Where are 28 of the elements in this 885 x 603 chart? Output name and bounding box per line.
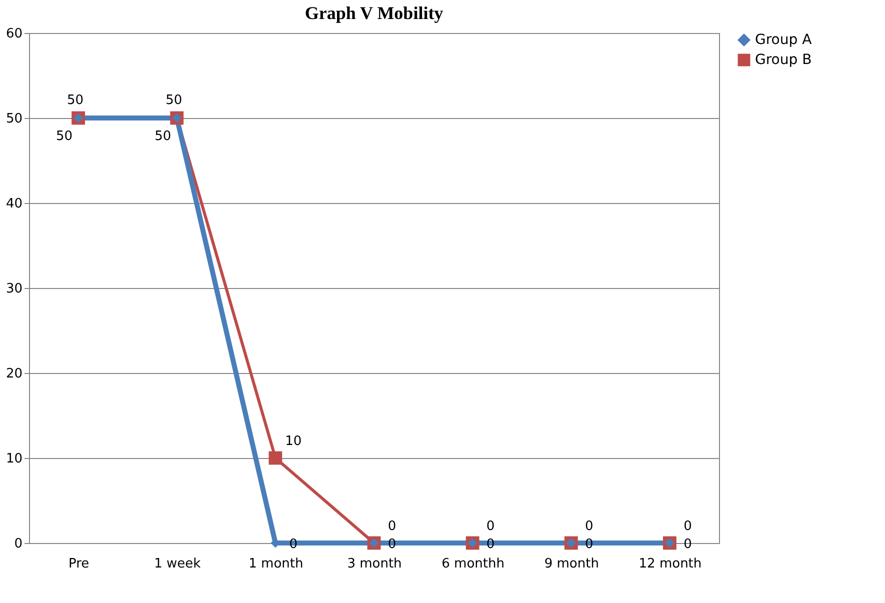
data-label: 10	[285, 434, 302, 449]
point	[268, 451, 282, 465]
data-label: 0	[684, 537, 692, 552]
x-tick-label: 1 week	[154, 556, 202, 572]
x-tick-label: 9 month	[544, 556, 599, 572]
y-tick-label: 30	[6, 282, 22, 296]
data-label: 50	[56, 129, 73, 144]
y-tick-label: 0	[14, 536, 22, 552]
y-tick-label: 60	[6, 26, 22, 42]
legend-label: Group B	[755, 52, 812, 68]
data-label: 50	[154, 129, 172, 144]
y-tick-label: 40	[6, 196, 22, 212]
data-label: 0	[585, 519, 594, 534]
y-tick-label: 50	[6, 112, 22, 126]
x-tick-label: 1 month	[248, 556, 304, 572]
x-tick-label: 3 month	[347, 556, 402, 572]
data-label: 0	[684, 519, 692, 534]
data-label: 50	[166, 93, 182, 108]
chart-title: Graph V Mobility	[304, 3, 444, 23]
x-tick-label: Pre	[68, 556, 90, 572]
data-label: 0	[388, 519, 396, 534]
y-tick-label: 10	[6, 452, 22, 466]
y-tick-label: 20	[6, 366, 22, 382]
x-tick-label: 12 month	[638, 556, 702, 572]
data-label: 0	[486, 519, 495, 534]
x-tick-label: 6 monthh	[442, 556, 504, 572]
data-label: 50	[67, 93, 84, 108]
legend-label: Group A	[755, 32, 812, 48]
